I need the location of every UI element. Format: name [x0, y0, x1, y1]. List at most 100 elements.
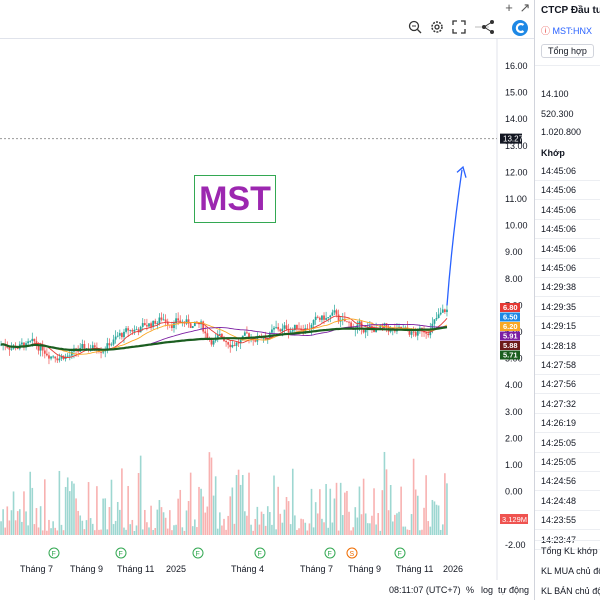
volume-bar [325, 484, 327, 535]
candle [154, 320, 157, 324]
volume-bar [302, 519, 304, 535]
volume-bar [398, 511, 400, 535]
volume-bar [331, 522, 334, 535]
candle [137, 329, 140, 333]
candle [281, 328, 284, 332]
candle [106, 343, 109, 351]
price-tick: 3.00 [505, 407, 523, 417]
candle [385, 323, 388, 327]
candle [56, 358, 59, 361]
candle [406, 327, 409, 330]
volume-bar [160, 507, 163, 535]
volume-bar [337, 530, 340, 535]
volume-bar [110, 479, 113, 535]
ma-label-tag [500, 341, 520, 350]
candle [68, 355, 71, 357]
section-title: Khớp [541, 148, 565, 158]
price-chart[interactable]: 16.00 15.00 14.00 13.00 12.00 11.00 10.00 9.00 8… [0, 39, 534, 580]
volume-bar [150, 505, 152, 535]
volume-bar [369, 523, 371, 535]
volume-bar [21, 521, 23, 535]
volume-bar [146, 522, 148, 535]
candle [83, 344, 86, 349]
trade-time: 14:24:56 [541, 476, 577, 487]
ticker-row[interactable]: ⓘ MST:HNX [541, 24, 592, 37]
volume-bar [358, 486, 361, 535]
share-icon[interactable] [478, 19, 498, 39]
volume-bar [210, 457, 213, 535]
volume-bar [252, 530, 254, 535]
price-tick: 0.00 [505, 487, 523, 497]
ticker[interactable]: MST:HNX [552, 26, 593, 36]
volume-bar [241, 474, 244, 535]
volume-bar [64, 486, 67, 535]
candle [368, 325, 371, 328]
candle [66, 355, 69, 357]
price-tick: 2.00 [505, 433, 523, 443]
candle [346, 321, 348, 323]
ma-label-value: 6.80 [503, 303, 518, 312]
candle [329, 315, 332, 318]
volume-bar [216, 528, 219, 535]
volume-bar [62, 530, 65, 535]
row-divider [535, 432, 600, 434]
volume-bar [316, 513, 319, 535]
trade-time: 14:27:58 [541, 360, 577, 370]
percent-toggle[interactable]: % [466, 585, 475, 595]
volume-bar [408, 529, 411, 535]
candle [100, 352, 102, 353]
row-divider [535, 471, 600, 472]
candle [204, 331, 207, 334]
candle [296, 324, 298, 329]
candle [191, 326, 194, 328]
candle [29, 341, 32, 342]
volume-bar [81, 520, 84, 535]
add-icon[interactable]: + [505, 0, 513, 15]
tab-summary[interactable]: Tổng hợp [541, 44, 594, 58]
volume-bar [121, 468, 123, 535]
candle [271, 329, 273, 333]
candle [31, 338, 34, 342]
candle [54, 356, 57, 359]
volume-bar [27, 525, 29, 535]
volume-bar [321, 518, 323, 535]
candle [50, 356, 52, 359]
candle [364, 329, 367, 333]
candle [148, 323, 150, 327]
candle [127, 328, 130, 331]
gear-icon[interactable] [427, 19, 447, 39]
trade-time: 14:23:55 [541, 515, 577, 526]
candle [277, 326, 280, 330]
volume-bar [108, 507, 111, 535]
log-toggle[interactable]: log [481, 585, 494, 595]
candle [291, 330, 294, 332]
candle [189, 323, 192, 328]
volume-bar [18, 509, 21, 535]
logo-icon[interactable] [510, 19, 530, 39]
auto-toggle[interactable]: tự động [498, 585, 530, 595]
volume-bar [0, 521, 2, 535]
candle [437, 314, 440, 318]
ma-label-value: 5.88 [503, 341, 518, 350]
volume-bar [266, 506, 269, 535]
fullscreen-icon[interactable] [449, 19, 469, 39]
candle [60, 355, 63, 359]
price-tick: 15.00 [505, 88, 528, 98]
candle [275, 326, 277, 328]
row-divider [535, 412, 600, 414]
clock: 08:11:07 (UTC+7) [389, 585, 461, 595]
pencil-icon[interactable] [405, 19, 425, 39]
candle [283, 325, 286, 329]
right-panel: CTCP Đầu tư ⓘ MST:HNX Tổng hợp 14.100 52… [534, 0, 600, 600]
volume-bar [10, 510, 13, 535]
volume-bar [156, 509, 159, 535]
current-price-tag [500, 133, 522, 144]
event-marker [254, 547, 266, 559]
volume-bar [379, 530, 382, 535]
volume-bar [356, 517, 359, 535]
volume-bar [225, 529, 227, 535]
candle [177, 318, 180, 321]
candle [256, 335, 259, 342]
volume-bar [35, 508, 38, 535]
popout-icon[interactable]: ↗ [519, 0, 531, 15]
